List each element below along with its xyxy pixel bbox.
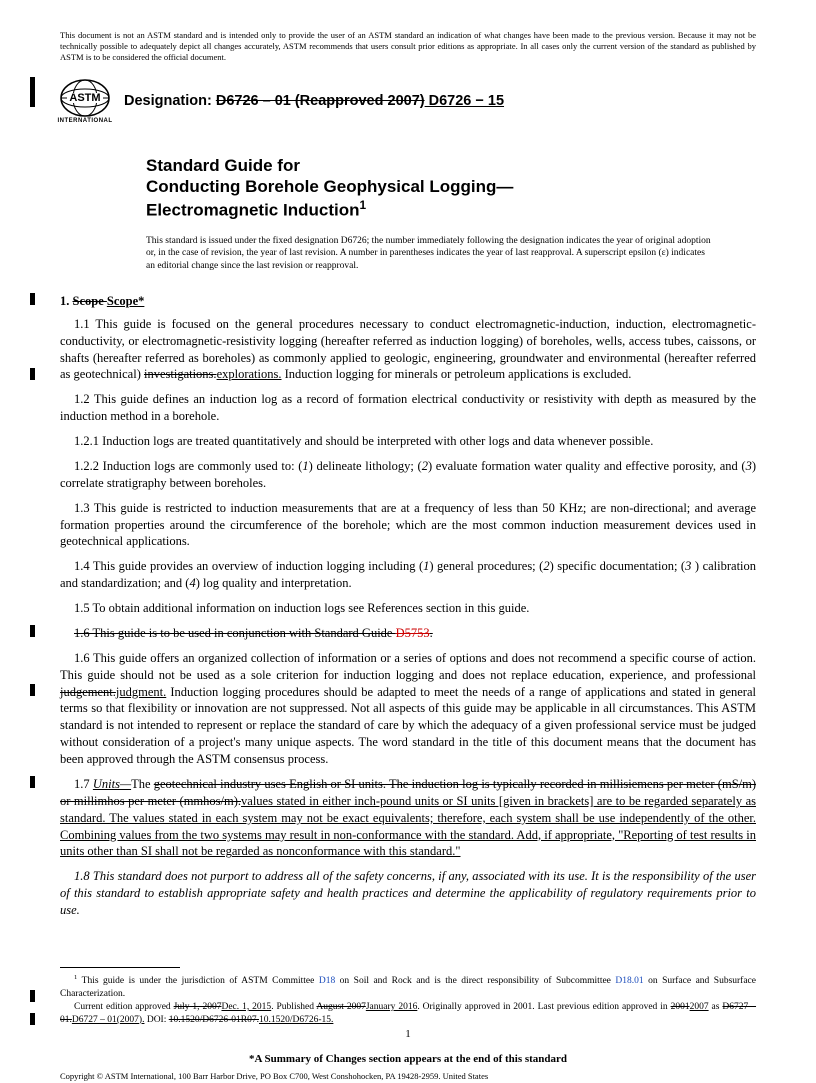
t: 1.6 This guide offers an organized colle… (60, 651, 756, 682)
para-1-4: 1.4 This guide provides an overview of i… (60, 558, 756, 592)
para-1-2-2: 1.2.2 Induction logs are commonly used t… (60, 458, 756, 492)
change-bar (30, 776, 35, 788)
header-row: ASTM INTERNATIONAL Designation: D6726 – … (60, 77, 756, 127)
para-1-8: 1.8 This standard does not purport to ad… (60, 868, 756, 919)
o: July 1, 2007 (174, 1002, 222, 1012)
sec-new: Scope* (107, 294, 145, 308)
title-l1: Standard Guide for (146, 156, 300, 175)
para-1-5: 1.5 To obtain additional information on … (60, 600, 756, 617)
p11-b: Induction logging for minerals or petrol… (281, 367, 631, 381)
footnote-separator (60, 967, 180, 968)
page-number: 1 (0, 1027, 816, 1042)
units-label: Units— (93, 777, 131, 791)
o: 2001 (671, 1002, 690, 1012)
para-1-6: 1.6 This guide offers an organized colle… (60, 650, 756, 768)
designation-old: D6726 – 01 (Reapproved 2007) (216, 93, 425, 109)
para-1-7: 1.7 Units—The geotechnical industry uses… (60, 776, 756, 860)
sec-old: Scope (73, 294, 107, 308)
title-l2: Conducting Borehole Geophysical Logging— (146, 177, 513, 196)
committee-link[interactable]: D18 (319, 976, 335, 986)
title-sup: 1 (359, 198, 366, 212)
n: D6727 – 01(2007). (72, 1015, 145, 1025)
p11-new: explorations. (217, 367, 282, 381)
change-bar (30, 77, 35, 107)
footnote-1: 1 This guide is under the jurisdiction o… (60, 974, 756, 1001)
t: . Published (271, 1002, 316, 1012)
t: on Soil and Rock and is the direct respo… (335, 976, 615, 986)
footnote-2: Current edition approved July 1, 2007Dec… (60, 1001, 756, 1027)
title-block: Standard Guide for Conducting Borehole G… (146, 155, 756, 220)
summary-note: *A Summary of Changes section appears at… (60, 1052, 756, 1067)
t: . (430, 626, 433, 640)
astm-logo-icon: ASTM (60, 79, 110, 117)
change-bar (30, 625, 35, 637)
o: 10.1520/D6726-01R07. (169, 1015, 259, 1025)
change-bar (30, 293, 35, 305)
sec-num: 1. (60, 294, 73, 308)
title-l3: Electromagnetic Induction (146, 200, 359, 219)
subcommittee-link[interactable]: D18.01 (615, 976, 643, 986)
change-bar (30, 684, 35, 696)
change-bar (30, 368, 35, 380)
link-deleted: D5753 (396, 626, 430, 640)
change-bar (30, 1013, 35, 1025)
t: DOI: (144, 1015, 168, 1025)
t: 1.7 (74, 777, 93, 791)
designation-new: D6726 − 15 (425, 93, 504, 109)
t: . Originally approved in 2001. Last prev… (417, 1002, 670, 1012)
t: 1.4 This guide provides an overview of i… (74, 559, 423, 573)
new: judgment. (116, 685, 166, 699)
standard-title: Standard Guide for Conducting Borehole G… (146, 155, 756, 220)
n: 3 (685, 559, 695, 573)
n: 2007 (690, 1002, 709, 1012)
para-1-6-deleted: 1.6 This guide is to be used in conjunct… (60, 625, 756, 642)
designation-label: Designation: (124, 93, 216, 109)
para-1-1: 1.1 This guide is focused on the general… (60, 316, 756, 384)
t: 1.6 This guide is to be used in conjunct… (74, 626, 396, 640)
svg-text:ASTM: ASTM (69, 92, 100, 104)
t: The (131, 777, 154, 791)
logo-sublabel: INTERNATIONAL (57, 117, 112, 125)
top-disclaimer: This document is not an ASTM standard an… (60, 30, 756, 63)
t: ) log quality and interpretation. (196, 576, 352, 590)
change-bar (30, 990, 35, 1002)
para-1-2-1: 1.2.1 Induction logs are treated quantit… (60, 433, 756, 450)
t: Current edition approved (74, 1002, 174, 1012)
issue-note: This standard is issued under the fixed … (146, 235, 756, 273)
section-1-head: 1. Scope Scope* (60, 293, 756, 310)
t: ) general procedures; ( (429, 559, 543, 573)
t: This guide is under the jurisdiction of … (77, 976, 319, 986)
n: 10.1520/D6726-15. (259, 1015, 333, 1025)
t: as (709, 1002, 723, 1012)
astm-logo: ASTM INTERNATIONAL (60, 77, 110, 127)
p11-old: investigations. (144, 367, 217, 381)
n: January 2016 (366, 1002, 418, 1012)
t: 1.2.2 Induction logs are commonly used t… (74, 459, 302, 473)
designation: Designation: D6726 – 01 (Reapproved 2007… (124, 92, 504, 112)
copyright: Copyright © ASTM International, 100 Barr… (60, 1071, 756, 1082)
old: judgement. (60, 685, 116, 699)
n: Dec. 1, 2015 (221, 1002, 271, 1012)
t: ) specific documentation; ( (550, 559, 686, 573)
para-1-3: 1.3 This guide is restricted to inductio… (60, 500, 756, 551)
t: ) evaluate formation water quality and e… (428, 459, 746, 473)
t: 1.8 This standard does not purport to ad… (60, 869, 756, 917)
para-1-2: 1.2 This guide defines an induction log … (60, 391, 756, 425)
o: August 2007 (316, 1002, 365, 1012)
t: ) delineate lithology; ( (309, 459, 422, 473)
